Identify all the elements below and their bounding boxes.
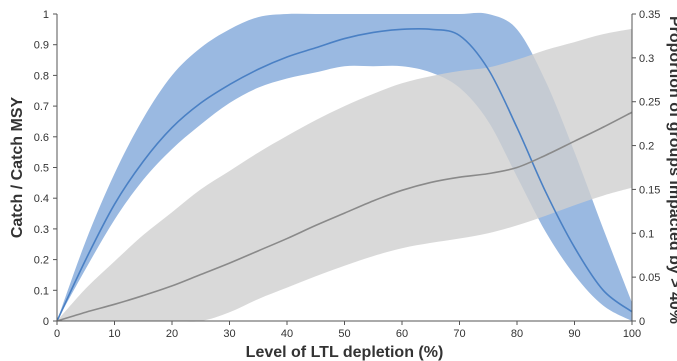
y-tick-label-right: 0.2: [639, 141, 654, 153]
y-tick-label-left: 0.2: [34, 255, 49, 267]
x-axis-title: Level of LTL depletion (%): [246, 344, 444, 361]
y-tick-label-left: 1: [43, 9, 49, 21]
y-tick-label-left: 0.5: [34, 163, 49, 175]
x-tick-label: 50: [338, 328, 350, 340]
y-tick-label-right: 0.15: [639, 184, 660, 196]
y-tick-label-right: 0.3: [639, 53, 654, 65]
y-tick-label-right: 0.35: [639, 9, 660, 21]
x-tick-label: 0: [54, 328, 60, 340]
y-tick-label-right: 0.1: [639, 228, 654, 240]
y-tick-label-left: 0.8: [34, 70, 49, 82]
y-tick-label-left: 0.4: [34, 193, 49, 205]
y-tick-label-left: 0.7: [34, 101, 49, 113]
x-tick-label: 20: [166, 328, 178, 340]
y-tick-label-left: 0.9: [34, 40, 49, 52]
x-tick-label: 70: [453, 328, 465, 340]
x-tick-label: 80: [511, 328, 523, 340]
x-tick-label: 10: [108, 328, 120, 340]
x-tick-label: 60: [396, 328, 408, 340]
x-tick-label: 30: [223, 328, 235, 340]
y-tick-label-left: 0.3: [34, 224, 49, 236]
y-axis-title-right: Proportion of groups impacted by > 40%: [666, 16, 677, 324]
y-tick-label-right: 0.05: [639, 272, 660, 284]
x-tick-label: 90: [568, 328, 580, 340]
y-tick-label-right: 0: [639, 316, 645, 328]
y-tick-label-left: 0: [43, 316, 49, 328]
x-tick-label: 40: [281, 328, 293, 340]
y-tick-label-left: 0.6: [34, 132, 49, 144]
x-tick-label: 100: [623, 328, 641, 340]
y-tick-label-left: 0.1: [34, 285, 49, 297]
y-axis-title-left: Catch / Catch MSY: [9, 96, 26, 238]
y-tick-label-right: 0.25: [639, 97, 660, 109]
confidence-bands: [57, 13, 632, 322]
